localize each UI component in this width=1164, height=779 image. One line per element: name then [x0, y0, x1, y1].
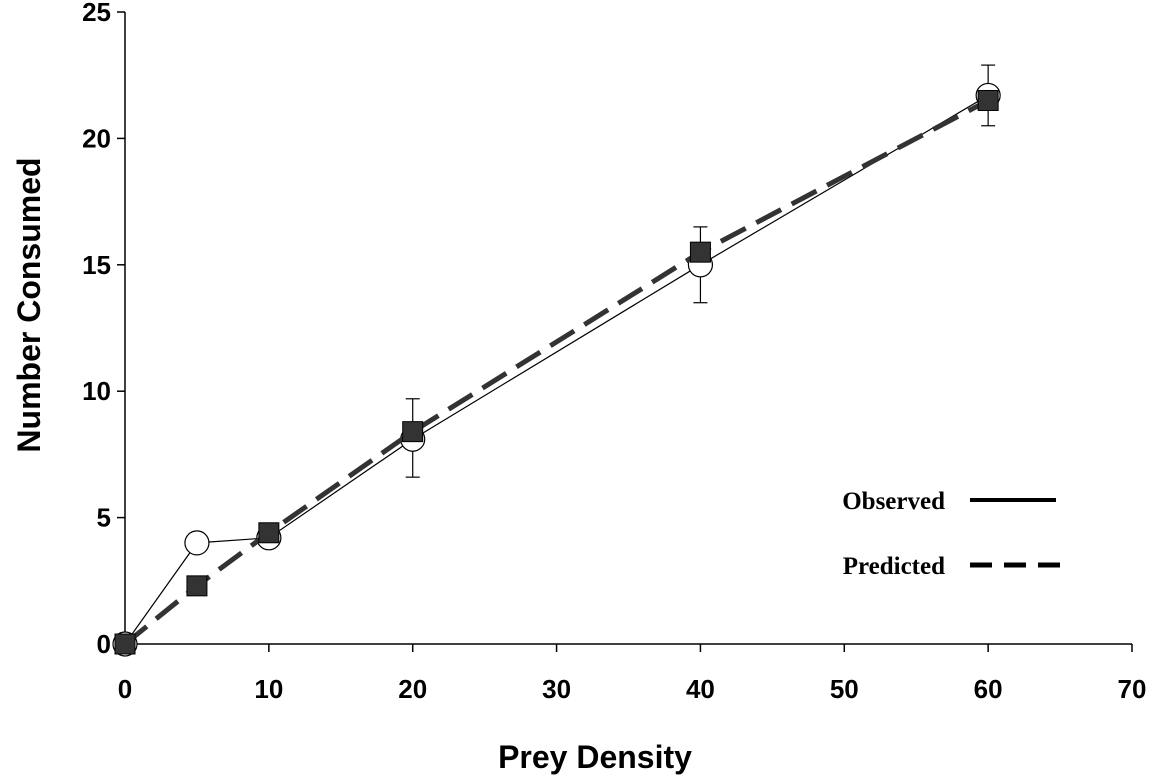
legend-label-observed: Observed	[842, 488, 945, 515]
y-tick-label: 25	[82, 0, 111, 27]
x-tick-label: 70	[1118, 674, 1147, 704]
x-tick-label: 60	[974, 674, 1003, 704]
x-tick-label: 50	[830, 674, 859, 704]
x-tick-label: 20	[398, 674, 427, 704]
x-tick-label: 10	[254, 674, 283, 704]
predicted-point	[689, 241, 711, 263]
observed-series-line	[124, 94, 989, 645]
axes	[124, 12, 1132, 645]
predicted-point	[258, 522, 280, 544]
predicted-point	[186, 575, 208, 597]
x-tick-label: 40	[686, 674, 715, 704]
legend-label-predicted: Predicted	[843, 553, 945, 580]
y-axis-title: Number Consumed	[11, 157, 47, 452]
y-tick-label: 20	[82, 123, 111, 153]
ticks: 0 10 20 30 40 50 60 70 0 5 10 15 20 25	[82, 0, 1146, 704]
y-tick-label: 10	[82, 376, 111, 406]
x-axis-title: Prey Density	[498, 739, 692, 775]
y-tick-label: 5	[97, 503, 111, 533]
series-layer	[112, 64, 1001, 657]
x-tick-label: 30	[542, 674, 571, 704]
y-tick-label: 15	[82, 250, 111, 280]
observed-point	[184, 530, 210, 556]
predicted-point	[402, 421, 424, 443]
y-tick-label: 0	[97, 629, 111, 659]
legend: Observed Predicted	[842, 488, 1060, 580]
predicted-point	[977, 89, 999, 111]
x-tick-label: 0	[118, 674, 132, 704]
predicted-point	[114, 633, 136, 655]
